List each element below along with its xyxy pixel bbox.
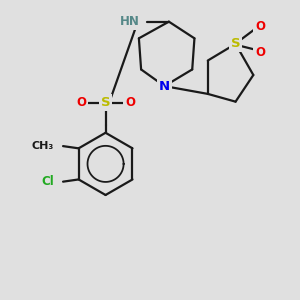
Text: O: O	[255, 20, 265, 33]
Text: O: O	[255, 46, 265, 59]
Text: HN: HN	[120, 15, 140, 28]
Text: O: O	[125, 96, 135, 109]
Text: Cl: Cl	[41, 175, 54, 188]
Text: S: S	[231, 38, 240, 50]
Text: N: N	[159, 80, 170, 93]
Text: S: S	[101, 96, 110, 109]
Text: CH₃: CH₃	[32, 141, 54, 151]
Text: O: O	[76, 96, 86, 109]
